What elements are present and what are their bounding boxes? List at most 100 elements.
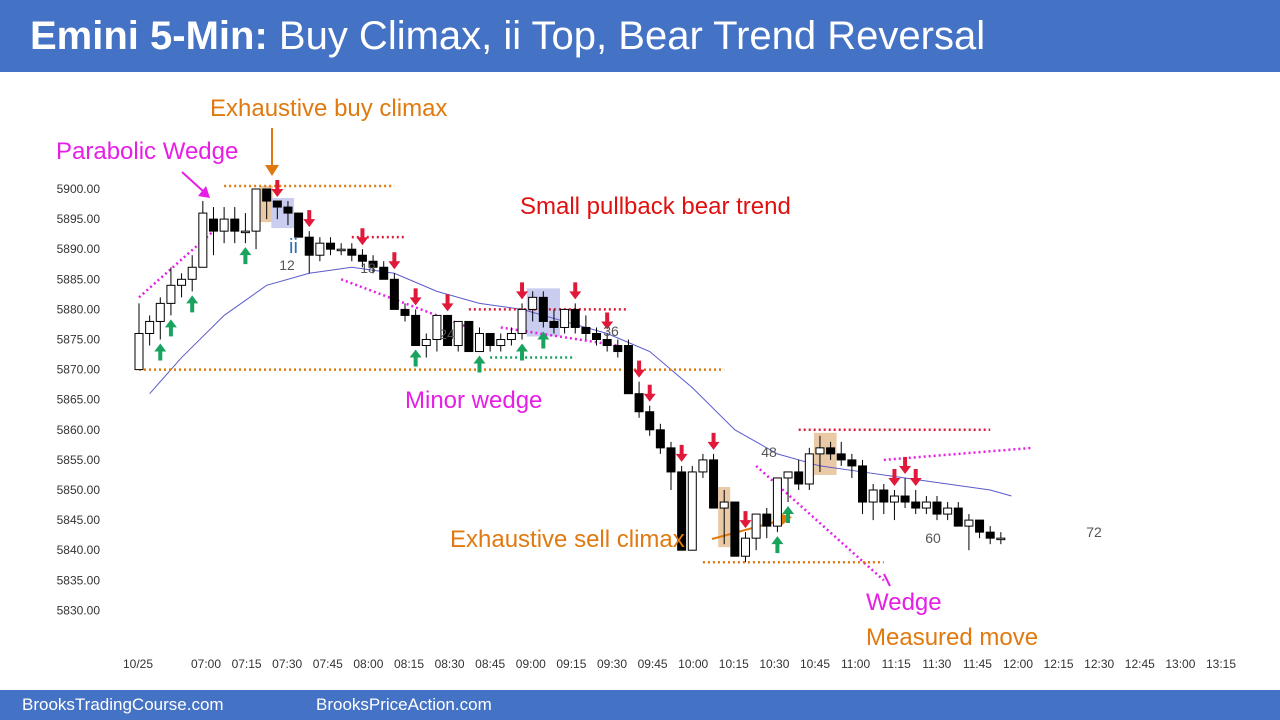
candle-body [836,453,846,461]
bull-arrow-icon [537,331,550,349]
x-tick-label: 08:45 [475,657,505,671]
candle-body [911,501,921,509]
y-tick-label: 5870.00 [57,363,101,377]
y-tick-label: 5835.00 [57,573,101,587]
candle-body [240,230,250,234]
y-tick-label: 5895.00 [57,212,101,226]
bull-arrow-icon [771,536,784,554]
candle-body [794,471,804,485]
candle-body [985,531,995,539]
title-bold: Emini 5-Min: [30,14,268,58]
bear-arrow-icon [356,228,369,246]
bear-arrow-icon [739,511,752,529]
bull-arrow-icon [782,506,795,524]
x-tick-label: 07:45 [313,657,343,671]
candle-body [538,296,548,322]
bull-arrow-icon [186,295,199,313]
candle-body [326,242,336,250]
y-tick-label: 5865.00 [57,393,101,407]
x-tick-label: 11:30 [922,657,951,671]
y-tick-label: 5880.00 [57,302,101,316]
candle-body [645,411,655,431]
annotation-label: Wedge [866,589,942,616]
candle-body [889,495,899,503]
candle-body [921,501,931,509]
candle-body [474,332,484,353]
x-tick-label: 07:30 [272,657,302,671]
candle-body [858,465,868,503]
candle-body [655,429,665,449]
x-tick-label: 12:00 [1003,657,1033,671]
annotation-label: Small pullback bear trend [520,193,791,220]
candle-body [698,459,708,473]
candle-body [634,393,644,413]
candle-body [964,519,974,527]
candle-body [975,519,985,533]
annotation-label: Minor wedge [405,387,542,414]
candle-body [464,320,474,353]
axes: 5900.00 5895.00 5890.00 5885.00 5880.00 5875.… [57,182,1237,671]
candle-body [400,308,410,316]
x-tick-label: 09:00 [516,657,546,671]
candle-body [772,477,782,527]
bull-arrow-icon [239,247,252,265]
bar-number-label: 60 [925,530,941,546]
ema-line [149,266,1012,497]
x-tick-label: 10:45 [800,657,830,671]
candle-body [826,447,836,455]
candle-body [389,278,399,310]
signal-arrows [154,180,922,554]
bear-arrow-icon [388,252,401,270]
x-tick-label: 08:15 [394,657,424,671]
title-rest: Buy Climax, ii Top, Bear Trend Reversal [267,14,986,58]
candle-body [549,320,559,328]
annotation-label: Exhaustive sell climax [450,526,685,553]
x-tick-label: 08:00 [353,657,383,671]
x-tick-label: 08:30 [435,657,465,671]
candle-body [804,453,814,485]
candle-body [155,302,165,322]
bear-arrow-icon [409,288,422,306]
footer-link-right[interactable]: BrooksPriceAction.com [316,695,492,714]
candle-body [496,339,506,347]
candle-body [719,501,729,509]
x-tick-label: 10:15 [719,657,749,671]
x-tick-label: 13:00 [1165,657,1195,671]
bear-arrow-icon [675,444,688,462]
candle-body [953,507,963,527]
footer-link-left[interactable]: BrooksTradingCourse.com [22,695,224,714]
candle-body [528,296,538,310]
candle-body [996,537,1006,541]
wedge-line [755,464,885,582]
bar-number-label: 36 [603,323,619,339]
bar-number-label: 48 [761,444,777,460]
bear-arrow-icon [441,294,454,312]
highlight-boxes [260,186,837,548]
candle-body [443,314,453,347]
candle-body [272,200,282,208]
candle-body [506,332,516,341]
x-tick-label: 09:15 [556,657,586,671]
candle-body [677,471,687,551]
candle-body [602,339,612,347]
y-tick-label: 5845.00 [57,513,101,527]
candle-body [687,471,697,551]
y-tick-label: 5885.00 [57,272,101,286]
candle-body [294,212,304,238]
candle-body [623,345,633,395]
price-chart: 5900.00 5895.00 5890.00 5885.00 5880.00 5875.… [56,95,1237,671]
x-tick-label: 09:45 [638,657,668,671]
candle-body [177,278,187,286]
bear-arrow-icon [633,360,646,378]
candle-body [368,260,378,268]
candlesticks [134,188,1006,563]
candle-body [730,501,740,557]
candle-body [283,206,293,214]
bar-number-label: 24 [439,326,455,342]
bear-arrow-icon [707,432,720,450]
candle-body [347,248,357,256]
bear-arrow-icon [569,282,582,300]
bull-arrow-icon [473,355,486,373]
candle-body [219,218,229,232]
footer-bar: BrooksTradingCourse.com BrooksPriceActio… [0,690,1280,720]
